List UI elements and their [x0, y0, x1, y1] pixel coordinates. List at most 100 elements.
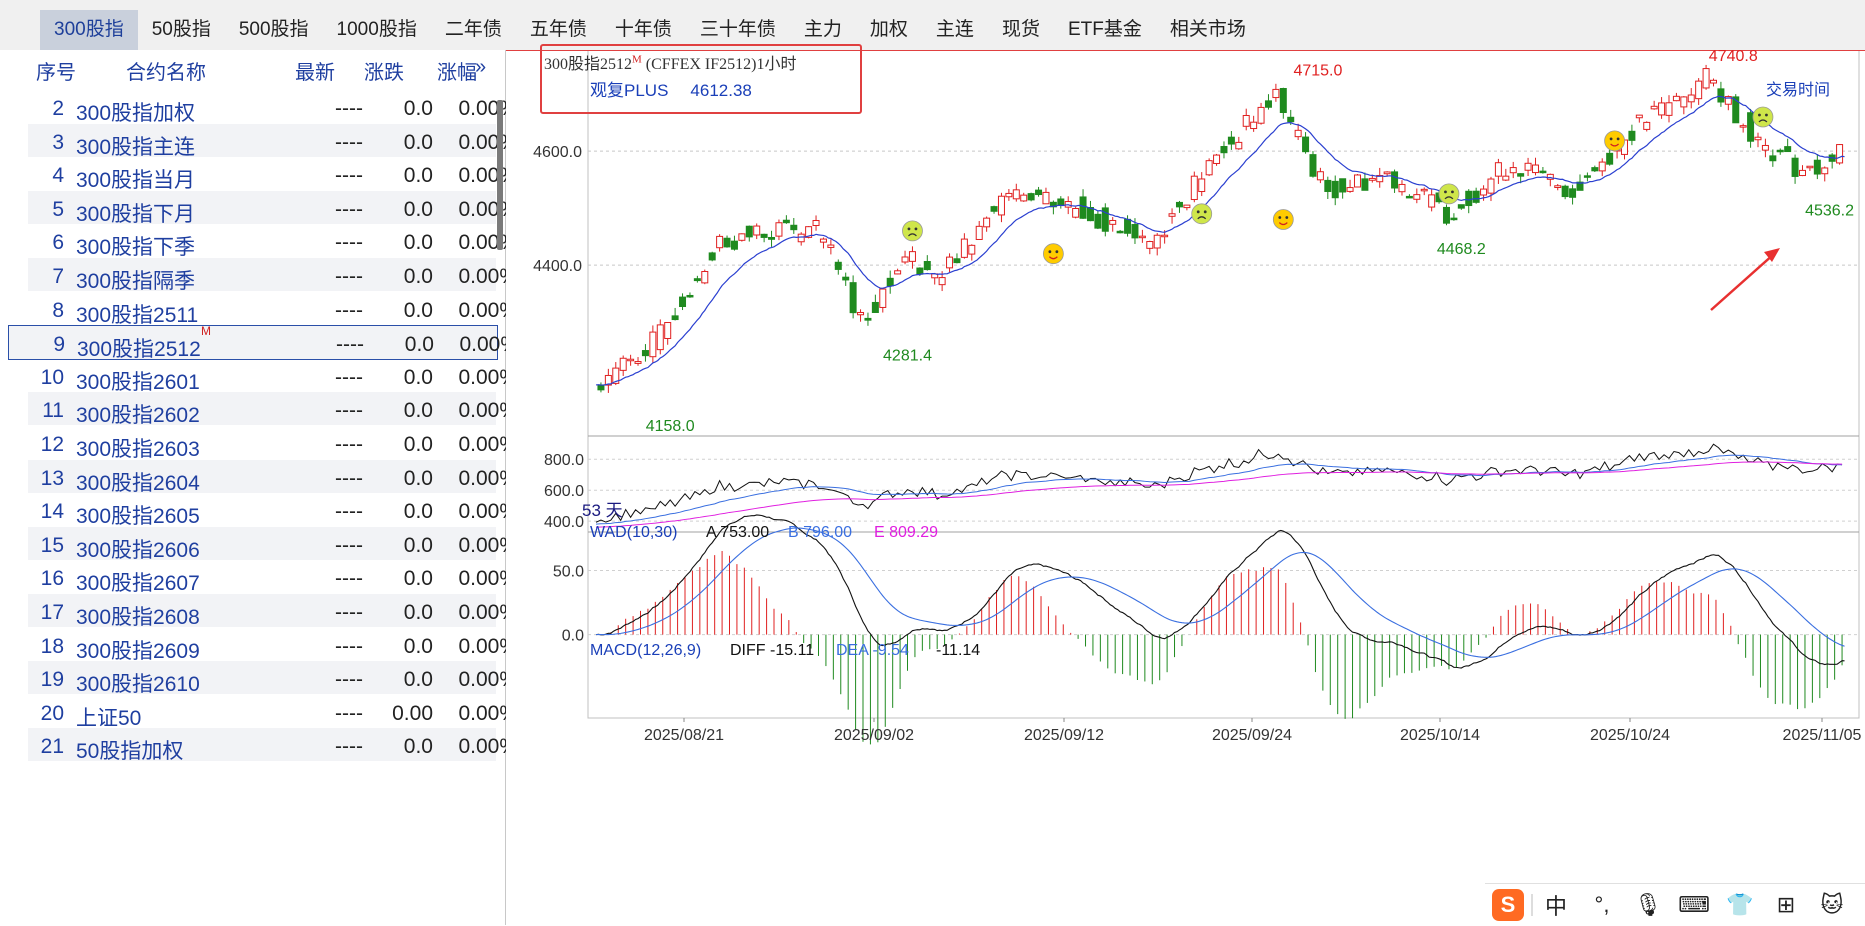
candle-body	[1027, 193, 1035, 201]
macd-label[interactable]: MACD(12,26,9)	[590, 642, 702, 659]
row-index: 16	[40, 567, 64, 591]
contract-name: 300股指2512	[77, 338, 201, 362]
tab-0[interactable]: 300股指	[40, 10, 138, 50]
quote-row[interactable]: 19 300股指2610 ---- 0.0 0.00%	[28, 661, 518, 696]
row-index: 6	[52, 231, 64, 255]
smiley-eye	[1196, 210, 1200, 214]
candle-body	[679, 296, 687, 308]
date-tick-label: 2025/09/24	[1212, 727, 1292, 744]
smile-icon	[1042, 243, 1064, 265]
header-change-pct[interactable]: 涨幅	[437, 62, 477, 84]
quote-row[interactable]: 14 300股指2605 ---- 0.0 0.00%	[28, 493, 518, 528]
candle-body	[634, 361, 642, 364]
quote-row[interactable]: 11 300股指2602 ---- 0.0 0.00%	[28, 392, 518, 427]
tab-7[interactable]: 三十年债	[699, 19, 776, 40]
candle-body	[938, 277, 946, 286]
last-price: ----	[335, 533, 363, 557]
ime-skin-icon[interactable]: 👕	[1726, 892, 1754, 917]
ime-toolbox-icon[interactable]: ⊞	[1776, 892, 1796, 917]
candle-body	[1791, 157, 1799, 177]
candle-body	[1665, 102, 1673, 116]
macd-dea-value: DEA -9.54	[836, 642, 909, 659]
candle-body	[1450, 217, 1458, 221]
tab-3[interactable]: 1000股指	[336, 19, 417, 40]
candle-body	[1376, 174, 1384, 183]
kline-chart-panel[interactable]: 4600.0 4400.0 800.0 600.0 400.0 50.0 0.0 4158.0…	[506, 50, 1865, 893]
quote-row[interactable]: 4 300股指当月 ---- 0.0 0.00%	[28, 157, 518, 192]
quote-row[interactable]: 2 300股指加权 ---- 0.0 0.00%	[28, 90, 518, 125]
header-last-price[interactable]: 最新	[295, 62, 335, 84]
quote-row[interactable]: 16 300股指2607 ---- 0.0 0.00%	[28, 560, 518, 595]
tab-8[interactable]: 主力	[803, 19, 842, 40]
ime-punctuation-icon[interactable]: °,	[1594, 892, 1610, 917]
tab-9[interactable]: 加权	[869, 19, 908, 40]
plot-frame	[587, 50, 1860, 719]
candle-body	[946, 256, 954, 269]
candle-body	[1161, 234, 1169, 238]
ime-voice-icon[interactable]: 🎙	[1634, 892, 1662, 917]
tab-1[interactable]: 50股指	[151, 19, 211, 40]
quote-row[interactable]: 18 300股指2609 ---- 0.0 0.00%	[28, 628, 518, 663]
candle-body	[1116, 230, 1124, 234]
row-index: 18	[40, 634, 64, 658]
tab-4[interactable]: 二年债	[444, 19, 502, 40]
quote-row[interactable]: 5 300股指下月 ---- 0.0 0.00%	[28, 190, 518, 226]
wad-tick-label: 800.0	[544, 452, 584, 469]
quote-row[interactable]: 3 300股指主连 ---- 0.0 0.00%	[28, 123, 518, 159]
candle-body	[983, 217, 991, 228]
candle-body	[1561, 185, 1569, 198]
candle-body	[1487, 178, 1495, 194]
macd-diff-value: DIFF -15.11	[730, 642, 815, 659]
tab-5[interactable]: 五年债	[529, 19, 587, 40]
candle-body	[1020, 194, 1028, 202]
ime-mascot-icon[interactable]: 🐱	[1820, 892, 1844, 917]
expand-columns-icon[interactable]: »	[475, 56, 487, 78]
candle-body	[1213, 154, 1221, 164]
quote-row[interactable]: 9 300股指2512 ---- 0.0 0.00% M	[8, 324, 519, 362]
list-scrollbar[interactable]	[497, 100, 503, 250]
tab-6[interactable]: 十年债	[614, 19, 672, 40]
candle-body	[708, 252, 716, 261]
candle-body	[1153, 234, 1161, 249]
candle-body	[716, 235, 724, 249]
candle-body	[864, 317, 872, 321]
header-contract-name[interactable]: 合约名称	[126, 62, 206, 84]
quote-row[interactable]: 15 300股指2606 ---- 0.0 0.00%	[28, 526, 518, 562]
tab-2[interactable]: 500股指	[238, 19, 309, 40]
quote-row[interactable]: 6 300股指下季 ---- 0.0 0.00%	[28, 224, 518, 259]
tab-12[interactable]: ETF基金	[1067, 19, 1142, 40]
trade-time-button[interactable]: 交易时间	[1766, 82, 1831, 99]
header-change[interactable]: 涨跌	[364, 62, 404, 84]
candle-body	[990, 206, 998, 212]
candle-body	[1635, 114, 1643, 119]
kline-chart-canvas[interactable]: 4600.0 4400.0 800.0 600.0 400.0 50.0 0.0 4158.0…	[506, 50, 1865, 893]
row-index: 8	[52, 298, 64, 322]
quote-row[interactable]: 20 上证50 ---- 0.00 0.00%	[28, 695, 518, 730]
smiley-eye	[907, 227, 911, 231]
contract-name: 300股指2511	[76, 303, 199, 327]
tab-13[interactable]: 相关市场	[1169, 19, 1246, 40]
ime-logo-icon[interactable]: S	[1492, 889, 1524, 921]
quote-row[interactable]: 7 300股指隔季 ---- 0.0 0.00%	[28, 258, 518, 293]
ime-keyboard-icon[interactable]: ⌨	[1678, 892, 1710, 917]
wad-label[interactable]: WAD(10,30)	[590, 524, 678, 541]
chart-title: 300股指2512M (CFFEX IF2512)1小时	[544, 50, 796, 74]
candle-body	[1264, 100, 1272, 108]
tab-10[interactable]: 主连	[935, 19, 974, 40]
smiley-eye	[1278, 216, 1282, 219]
candle-body	[1806, 165, 1814, 169]
macd-histogram-value: -11.14	[936, 642, 981, 659]
ime-chinese-mode-icon[interactable]: 中	[1544, 894, 1567, 919]
quote-row[interactable]: 21 50股指加权 ---- 0.0 0.00%	[28, 728, 518, 763]
quote-row[interactable]: 13 300股指2604 ---- 0.0 0.00%	[28, 459, 518, 495]
quote-row[interactable]: 10 300股指2601 ---- 0.0 0.00%	[28, 359, 518, 394]
candle-body	[671, 315, 679, 321]
candle-body	[1168, 213, 1176, 217]
candle-body	[871, 301, 879, 313]
quote-row[interactable]: 17 300股指2608 ---- 0.0 0.00%	[28, 594, 518, 629]
tab-11[interactable]: 现货	[1001, 19, 1040, 40]
quote-row[interactable]: 12 300股指2603 ---- 0.0 0.00%	[28, 426, 518, 461]
header-index[interactable]: 序号	[36, 62, 76, 84]
frown-icon	[1191, 203, 1213, 225]
quote-row[interactable]: 8 300股指2511 ---- 0.0 0.00%	[28, 292, 518, 327]
